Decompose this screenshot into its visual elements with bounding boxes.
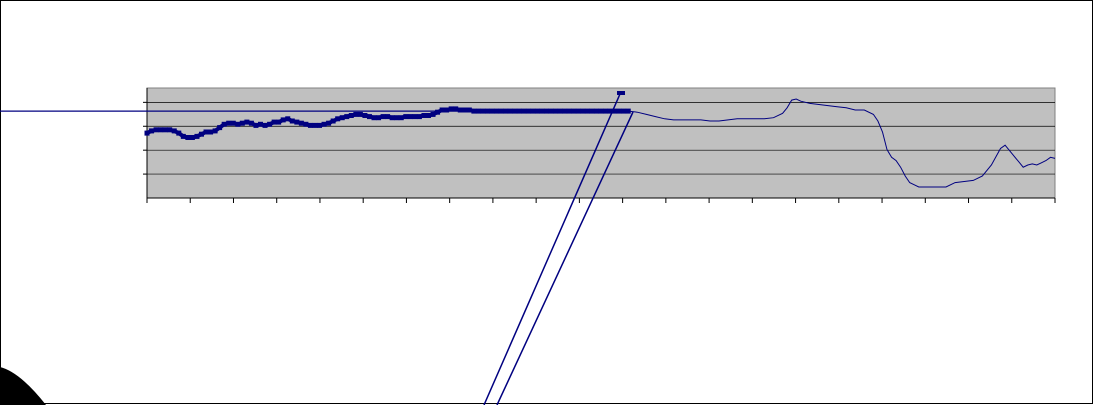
data-point (280, 117, 286, 123)
data-point (185, 135, 191, 140)
data-point (221, 121, 227, 127)
data-point (394, 115, 400, 121)
data-point (167, 127, 173, 133)
callout-diagonal (483, 93, 621, 405)
data-point (267, 121, 273, 127)
data-point (239, 120, 245, 126)
data-point (321, 121, 327, 127)
data-point (189, 135, 195, 140)
data-point (271, 119, 277, 125)
data-point (425, 113, 431, 118)
data-point (253, 122, 259, 128)
data-point (176, 130, 182, 136)
data-point (439, 107, 445, 113)
data-point (407, 114, 413, 120)
data-point (289, 118, 295, 124)
data-point (276, 119, 282, 125)
data-point (362, 113, 368, 118)
data-point (244, 119, 250, 125)
callout-marker (617, 91, 621, 95)
data-point (462, 107, 468, 113)
data-point (226, 120, 232, 126)
data-point (376, 115, 382, 121)
data-point (262, 122, 268, 128)
data-point (158, 127, 164, 133)
data-point (457, 107, 463, 113)
data-point (294, 119, 300, 125)
data-point (171, 128, 177, 134)
data-point (339, 115, 345, 121)
data-point (444, 107, 450, 113)
data-point (353, 111, 359, 117)
data-point (217, 125, 223, 131)
data-point (194, 133, 200, 139)
callout-lines (0, 91, 634, 405)
data-point (380, 114, 386, 120)
data-point (416, 114, 422, 120)
data-point (398, 115, 404, 121)
callout-diagonal (496, 111, 634, 405)
data-point (298, 120, 304, 126)
data-point (412, 114, 418, 120)
data-point (421, 113, 427, 118)
data-point (448, 106, 454, 112)
data-point (285, 116, 291, 122)
data-point (335, 116, 341, 122)
data-point (230, 120, 236, 126)
data-point (403, 114, 409, 120)
data-point (430, 111, 436, 117)
data-point (317, 122, 323, 128)
data-point (371, 115, 377, 121)
data-point (385, 114, 391, 120)
corner-shape (0, 367, 46, 405)
data-point (366, 114, 372, 120)
data-point (348, 113, 354, 118)
data-point (344, 114, 350, 120)
data-point (162, 127, 168, 133)
data-point (307, 122, 313, 128)
x-axis (146, 88, 1056, 203)
data-point (303, 121, 309, 127)
data-point (203, 129, 209, 135)
data-point (258, 121, 263, 127)
data-point (212, 128, 218, 134)
data-point (149, 128, 155, 134)
data-point (312, 122, 318, 128)
data-point (453, 106, 459, 112)
data-point (466, 107, 472, 113)
data-point (326, 120, 332, 126)
data-point (435, 109, 441, 115)
data-point (235, 121, 241, 127)
series-line-1 (628, 98, 1056, 188)
data-point (208, 129, 214, 135)
data-point (144, 130, 150, 136)
data-point (198, 131, 204, 137)
data-point (153, 127, 159, 133)
data-point (180, 133, 186, 139)
data-point (357, 111, 363, 117)
data-point (389, 115, 395, 121)
data-point (330, 118, 336, 124)
data-point (248, 120, 254, 126)
callout-marker (621, 91, 625, 95)
